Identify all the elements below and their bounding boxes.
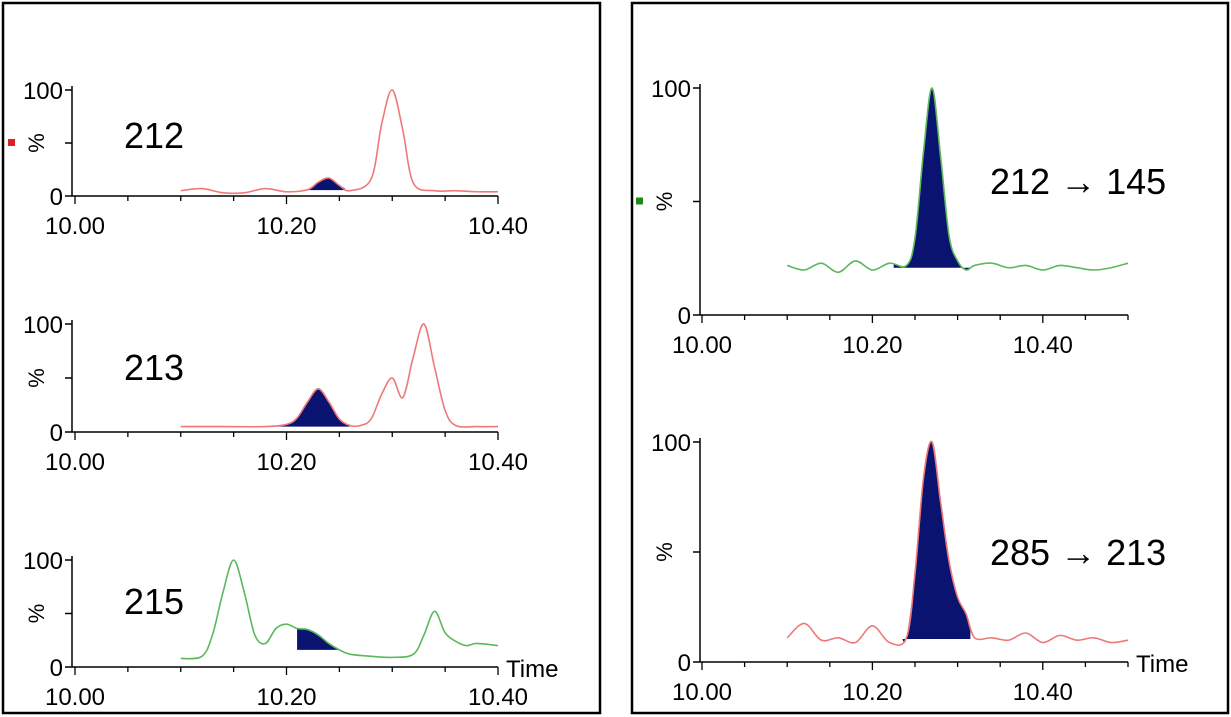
chart-2: 100 0% 10.00 10.20 10.40 213: [23, 312, 528, 476]
y-axis-label: %: [652, 542, 677, 562]
y-tick-label: 0: [50, 655, 63, 682]
y-tick-label: 0: [678, 650, 691, 677]
y-tick-label: 100: [23, 312, 63, 339]
y-axis-label: %: [24, 604, 49, 624]
trace-marker: [8, 139, 15, 146]
x-tick-label: 10.00: [672, 679, 732, 706]
trace-marker: [636, 197, 643, 205]
y-axis-label: %: [652, 192, 677, 212]
integrated-peak-area: [902, 441, 971, 643]
y-tick-label: 0: [50, 420, 63, 447]
y-axis-label: %: [24, 368, 49, 388]
right-panel-frame: [630, 1, 1230, 715]
y-axis-label: %: [24, 133, 49, 153]
chromatogram-trace: [786, 440, 1129, 647]
y-tick-label: 0: [50, 184, 63, 211]
x-axis-label: Time: [1136, 651, 1188, 678]
chromatogram-trace: [180, 559, 499, 660]
integrated-peak-area: [296, 628, 341, 651]
chromatogram-trace: [180, 323, 499, 428]
y-tick-label: 100: [651, 430, 691, 457]
trace-label: 212: [124, 115, 184, 156]
x-tick-label: 10.20: [842, 679, 902, 706]
y-tick-label: 100: [23, 548, 63, 575]
x-tick-label: 10.40: [1013, 679, 1073, 706]
trace-label: 213: [124, 347, 184, 388]
x-tick-label: 10.40: [468, 449, 528, 476]
x-tick-label: 10.20: [842, 332, 902, 359]
left-panel-frame: [1, 1, 602, 715]
trace-label: 215: [124, 581, 184, 622]
chart-5: 100 0% 10.00 10.20 10.40 Time 285 → 213: [651, 430, 1189, 706]
chromatogram-trace: [180, 89, 499, 195]
x-tick-label: 10.20: [256, 213, 316, 240]
chromatogram-trace: [786, 87, 1129, 274]
x-tick-label: 10.40: [1013, 332, 1073, 359]
y-tick-label: 0: [678, 303, 691, 330]
x-tick-label: 10.40: [468, 684, 528, 711]
chart-4: 100 0% 10.00 10.20 10.40 212 → 145: [636, 76, 1166, 359]
chart-1: 100 0% 10.00 10.20 10.40 212: [8, 78, 528, 240]
x-tick-label: 10.20: [256, 684, 316, 711]
trace-label: 212 → 145: [990, 161, 1166, 202]
y-tick-label: 100: [23, 78, 63, 105]
x-axis-label: Time: [506, 656, 558, 683]
x-tick-label: 10.40: [468, 213, 528, 240]
x-tick-label: 10.00: [45, 213, 105, 240]
x-tick-label: 10.00: [45, 684, 105, 711]
x-tick-label: 10.00: [672, 332, 732, 359]
trace-label: 285 → 213: [990, 532, 1166, 573]
y-tick-label: 100: [651, 76, 691, 103]
integrated-peak-area: [893, 87, 971, 271]
x-tick-label: 10.00: [45, 449, 105, 476]
integrated-peak-area: [263, 388, 351, 427]
x-tick-label: 10.20: [256, 449, 316, 476]
